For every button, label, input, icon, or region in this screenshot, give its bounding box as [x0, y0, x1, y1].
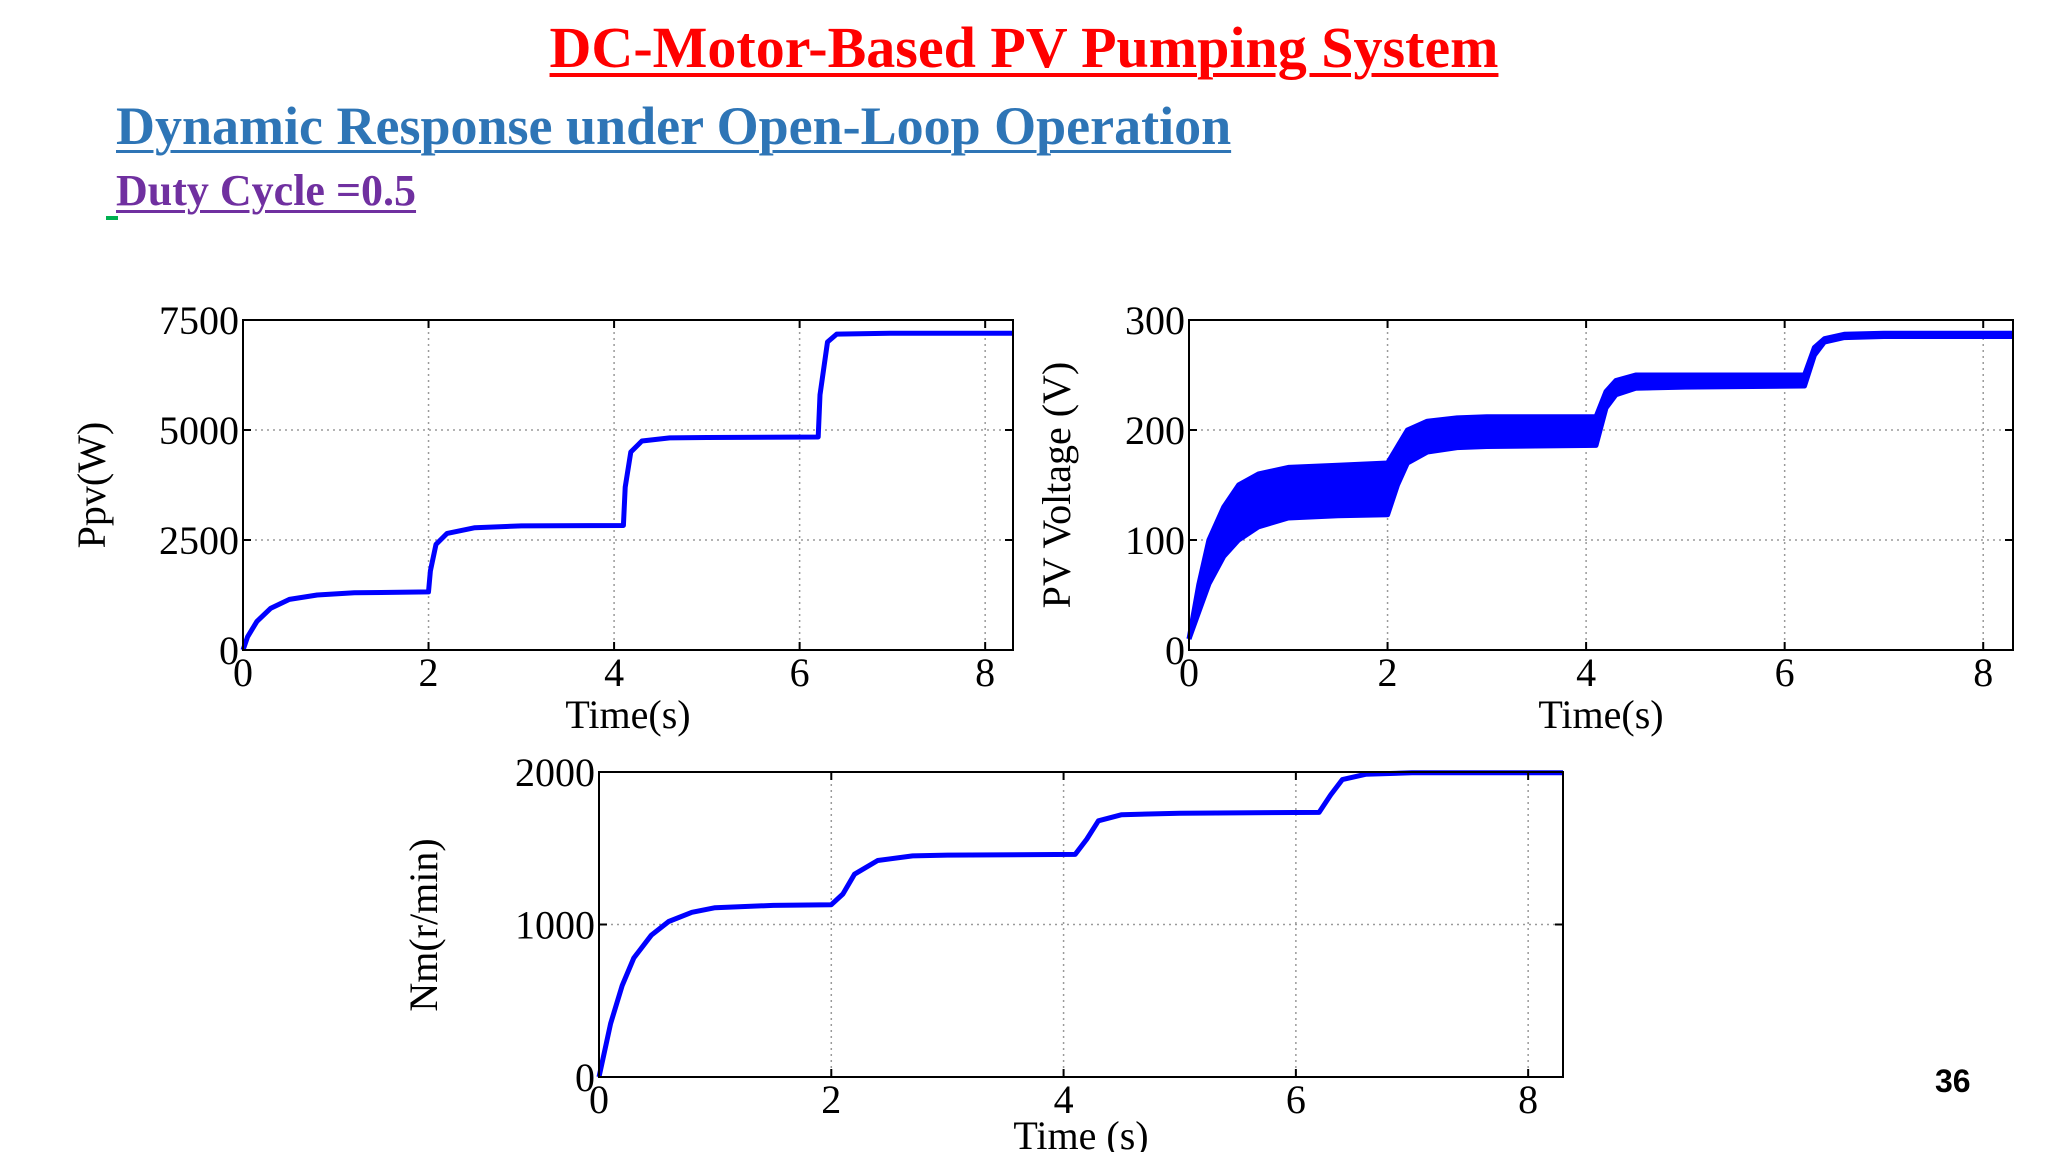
y-tick-label: 0 [1165, 628, 1185, 673]
y-tick-label: 2500 [159, 518, 239, 563]
y-tick-label: 0 [219, 628, 239, 673]
x-tick-label: 8 [975, 650, 995, 695]
plot-frame [1188, 319, 2014, 651]
x-tick-label: 0 [589, 1077, 609, 1122]
x-tick-label: 6 [1775, 650, 1795, 695]
x-tick-label: 8 [1518, 1077, 1538, 1122]
x-tick-label: 0 [1179, 650, 1199, 695]
y-tick-label: 0 [575, 1055, 595, 1100]
y-axis-label: PV Voltage (V) [1034, 362, 1079, 609]
y-tick-label: 2000 [515, 750, 595, 795]
x-tick-label: 2 [821, 1077, 841, 1122]
duty-cycle-label: Duty Cycle =0.5 [116, 166, 417, 215]
y-tick-label: 300 [1125, 298, 1185, 343]
x-tick-label: 0 [233, 650, 253, 695]
x-axis-label: Time (s) [1013, 1113, 1148, 1152]
series-line-0 [596, 770, 1563, 1078]
x-axis-label: Time(s) [565, 692, 690, 737]
x-tick-label: 6 [790, 650, 810, 695]
y-axis-label: Nm(r/min) [401, 838, 446, 1011]
x-tick-label: 2 [419, 650, 439, 695]
x-tick-label: 6 [1286, 1077, 1306, 1122]
y-tick-label: 1000 [515, 903, 595, 948]
series-band [1189, 333, 2013, 639]
x-tick-label: 4 [604, 650, 624, 695]
slide-subtitle: Dynamic Response under Open-Loop Operati… [116, 96, 1232, 156]
x-axis-label: Time(s) [1538, 692, 1663, 737]
x-tick-label: 2 [1378, 650, 1398, 695]
x-tick-label: 4 [1054, 1077, 1074, 1122]
y-tick-label: 100 [1125, 518, 1185, 563]
series-line-0 [240, 330, 1013, 651]
y-tick-label: 7500 [159, 298, 239, 343]
slide-title: DC-Motor-Based PV Pumping System [549, 15, 1499, 80]
duty-cycle-marker [106, 216, 118, 220]
y-axis-label: Ppv(W) [69, 422, 114, 549]
plot-frame [242, 319, 1014, 651]
x-tick-label: 8 [1973, 650, 1993, 695]
y-tick-label: 200 [1125, 408, 1185, 453]
x-tick-label: 4 [1576, 650, 1596, 695]
page-number: 36 [1935, 1063, 1971, 1099]
y-tick-label: 5000 [159, 408, 239, 453]
